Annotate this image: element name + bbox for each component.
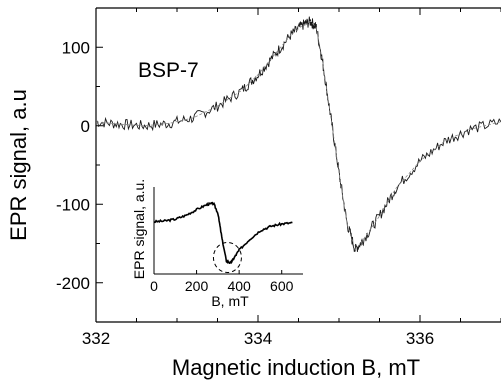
sample-annotation: BSP-7 [138, 59, 199, 82]
y-tick-label: -100 [56, 195, 90, 214]
main-plot: 332 334 336 100 0 -100 -200 [56, 7, 501, 348]
inset-plot: 0 200 400 600 [150, 187, 303, 294]
fit-line [95, 20, 501, 251]
inset-x-tick-label: 600 [270, 278, 294, 294]
inset-highlight-ellipse [212, 241, 242, 273]
inset-y-axis-title: EPR signal, a.u. [131, 179, 147, 279]
x-tick-label: 332 [82, 329, 110, 348]
y-axis-title: EPR signal, a.u [6, 89, 31, 241]
inset-x-tick-label: 400 [227, 278, 251, 294]
main-labels: BSP-7 Magnetic induction B, mT EPR signa… [6, 59, 420, 380]
y-tick-label: 100 [62, 38, 90, 57]
inset-x-tick-label: 200 [185, 278, 209, 294]
x-tick-label: 336 [406, 329, 434, 348]
series-line [95, 16, 501, 252]
x-axis-title: Magnetic induction B, mT [172, 355, 420, 380]
inset-x-axis-title: B, mT [211, 293, 249, 309]
inset-series-line [153, 201, 293, 265]
y-tick-label: 0 [81, 117, 90, 136]
inset-x-tick-label: 0 [150, 278, 158, 294]
x-tick-label: 334 [244, 329, 272, 348]
y-tick-label: -200 [56, 274, 90, 293]
inset-chart: 0 200 400 600 EPR signal, a.u. B, mT [131, 179, 309, 309]
